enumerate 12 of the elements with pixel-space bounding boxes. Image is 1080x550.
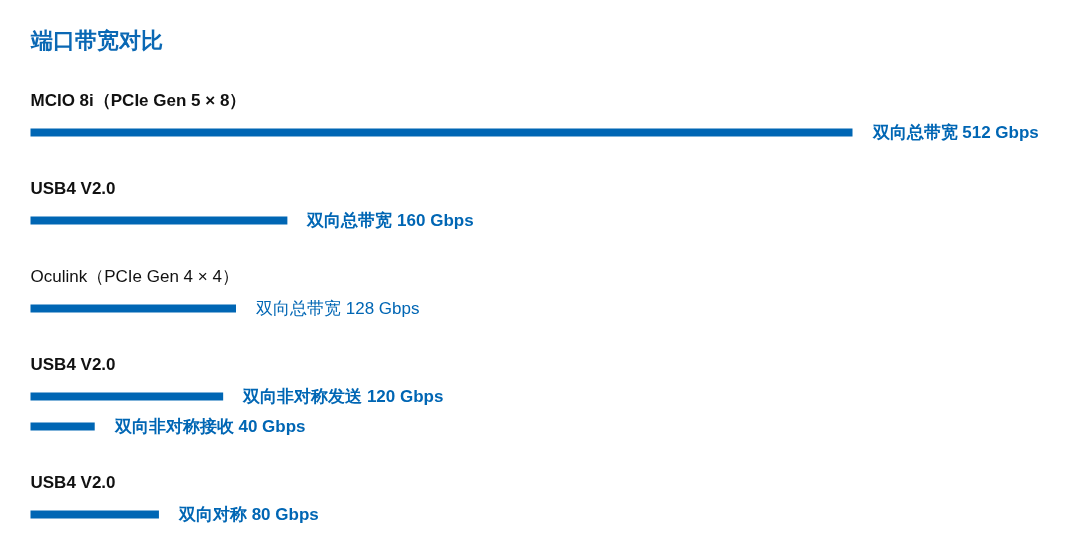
y-tick-label: USB4 V2.0: [30, 355, 116, 374]
chart-title: 端口带宽对比: [29, 28, 163, 53]
data-label: 双向总带宽 160 Gbps: [306, 211, 474, 230]
y-tick-label: USB4 V2.0: [30, 473, 116, 492]
y-tick-label: Oculink（PCIe Gen 4 × 4）: [30, 267, 239, 286]
data-label: 双向总带宽 128 Gbps: [256, 299, 420, 318]
data-label: 双向非对称接收 40 Gbps: [113, 417, 306, 436]
data-label: 双向总带宽 512 Gbps: [871, 123, 1039, 142]
y-tick-label: MCIO 8i（PCIe Gen 5 × 8）: [30, 91, 247, 110]
data-label: 双向对称 80 Gbps: [177, 505, 319, 524]
y-tick-label: USB4 V2.0: [30, 179, 116, 198]
data-label: 双向非对称发送 120 Gbps: [242, 387, 444, 406]
